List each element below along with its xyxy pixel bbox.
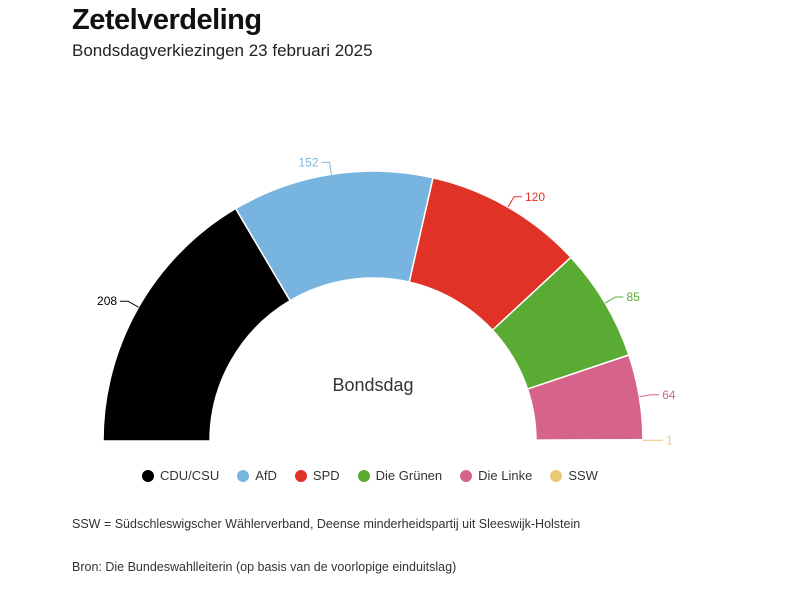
slice-cdu-csu	[102, 207, 292, 442]
legend-swatch	[294, 469, 307, 482]
legend-item-afd: AfD	[237, 468, 277, 483]
chart-title: Zetelverdeling	[72, 4, 262, 36]
leader-line-spd	[507, 196, 522, 208]
legend-label: AfD	[255, 468, 277, 483]
leader-line-die-gr-nen	[604, 296, 624, 304]
legend-swatch	[237, 469, 250, 482]
value-label-cdu-csu: 208	[97, 294, 117, 308]
seat-distribution-chart: 208 152 120 85 64 1 Bondsdag	[97, 155, 676, 447]
legend-label: CDU/CSU	[160, 468, 220, 483]
legend-swatch	[357, 469, 370, 482]
leader-line-cdu-csu	[120, 300, 139, 308]
legend-label: Die Linke	[478, 468, 533, 483]
value-label-die-linke: 64	[662, 388, 676, 402]
source-note: Bron: Die Bundeswahlleiterin (op basis v…	[72, 560, 457, 574]
value-label-die-gr-nen: 85	[626, 290, 640, 304]
slice-ssw	[535, 438, 644, 442]
leader-line-afd	[321, 161, 332, 175]
legend-label: SPD	[312, 468, 340, 483]
legend-item-ssw: SSW	[550, 468, 598, 483]
legend-swatch	[142, 469, 155, 482]
value-label-spd: 120	[525, 190, 545, 204]
legend-label: Die Grünen	[375, 468, 443, 483]
chart-subtitle: Bondsdagverkiezingen 23 februari 2025	[72, 41, 373, 60]
legend-item-spd: SPD	[294, 468, 340, 483]
footnote: SSW = Südschleswigscher Wählerverband, D…	[72, 517, 581, 531]
legend-swatch	[460, 469, 473, 482]
legend-item-cdu-csu: CDU/CSU	[142, 468, 219, 483]
center-label: Bondsdag	[332, 375, 413, 395]
legend-item-die-linke: Die Linke	[460, 468, 532, 483]
value-label-afd: 152	[299, 155, 319, 169]
legend-label: SSW	[568, 468, 598, 483]
value-label-ssw: 1	[666, 433, 673, 447]
legend-swatch	[550, 469, 563, 482]
chart-legend: CDU/CSU AfD SPD Die Grünen Die Linke SSW	[0, 468, 740, 483]
leader-line-die-linke	[639, 394, 660, 398]
legend-item-die-gr-nen: Die Grünen	[357, 468, 443, 483]
